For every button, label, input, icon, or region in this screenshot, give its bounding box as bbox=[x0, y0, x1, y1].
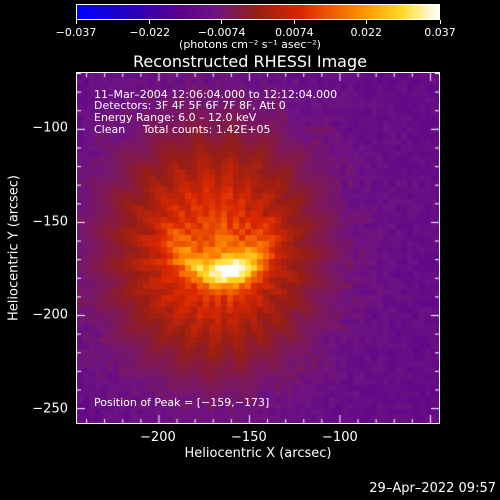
x-axis-label: Heliocentric X (arcsec) bbox=[184, 446, 332, 461]
x-tick-label: −200 bbox=[140, 430, 176, 445]
colorbar-tick-mark bbox=[439, 20, 441, 24]
y-tick-label: −100 bbox=[32, 120, 68, 136]
colorbar-tick-label: −0.0074 bbox=[197, 26, 246, 39]
colorbar-tick-label: −0.037 bbox=[55, 26, 97, 39]
colorbar bbox=[76, 4, 440, 20]
footer-date: 29–Apr–2022 09:57 bbox=[369, 481, 496, 496]
detectors-label: Detectors: 3F 4F 5F 6F 7F 8F, Att 0 bbox=[94, 99, 286, 112]
clean-counts-label: Clean Total counts: 1.42E+05 bbox=[94, 123, 271, 136]
colorbar-tick-mark bbox=[149, 20, 151, 24]
time-range-label: 11–Mar–2004 12:06:04.000 to 12:12:04.000 bbox=[94, 88, 338, 101]
x-tick-label: −100 bbox=[322, 430, 358, 445]
heatmap-image bbox=[76, 72, 440, 424]
y-tick-label: −250 bbox=[32, 401, 68, 417]
energy-range-label: Energy Range: 6.0 – 12.0 keV bbox=[94, 111, 257, 124]
colorbar-tick-label: 0.0074 bbox=[275, 26, 314, 39]
colorbar-tick-mark bbox=[293, 20, 295, 24]
colorbar-tick-mark bbox=[365, 20, 367, 24]
x-tick-label: −150 bbox=[231, 430, 267, 445]
colorbar-tick-label: 0.022 bbox=[350, 26, 382, 39]
colorbar-tick-label: −0.022 bbox=[129, 26, 171, 39]
colorbar-tick-mark bbox=[75, 20, 77, 24]
y-tick-label: −200 bbox=[32, 307, 68, 323]
chart-title: Reconstructed RHESSI Image bbox=[133, 52, 367, 71]
colorbar-tick-mark bbox=[221, 20, 223, 24]
y-axis-label: Heliocentric Y (arcsec) bbox=[6, 175, 22, 321]
peak-position-label: Position of Peak = [−159,−173] bbox=[94, 396, 270, 409]
colorbar-unit-label: (photons cm⁻² s⁻¹ asec⁻²) bbox=[179, 38, 321, 51]
y-tick-label: −150 bbox=[32, 214, 68, 230]
colorbar-tick-label: 0.037 bbox=[424, 26, 456, 39]
